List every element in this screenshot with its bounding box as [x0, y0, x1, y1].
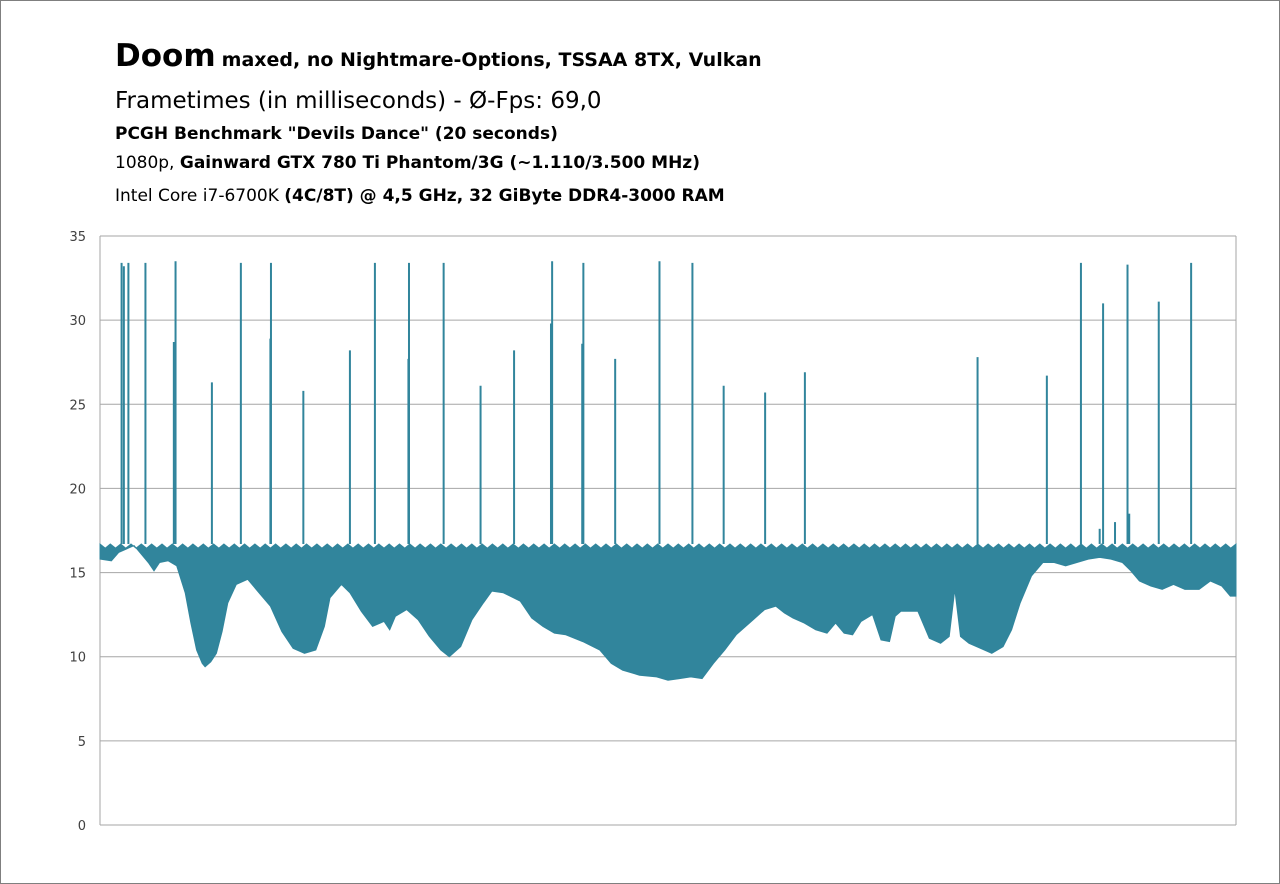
gpu-label-bold: Gainward GTX 780 Ti Phantom/3G (~1.110/3… [179, 153, 700, 173]
y-tick-label-0: 0 [78, 819, 86, 834]
chart-title: Doom maxed, no Nightmare-Options, TSSAA 8… [115, 38, 762, 74]
y-tick-label-35: 35 [69, 230, 86, 245]
chart-subtitle: Frametimes (in milliseconds) - Ø-Fps: 69… [115, 88, 602, 114]
y-tick-label-5: 5 [78, 735, 86, 750]
frametime-band [99, 542, 1237, 681]
y-tick-label-10: 10 [69, 651, 86, 666]
y-tick-label-30: 30 [69, 314, 86, 329]
title-settings: maxed, no Nightmare-Options, TSSAA 8TX, … [221, 49, 762, 71]
benchmark-label: PCGH Benchmark "Devils Dance" (20 second… [115, 124, 558, 144]
y-tick-label-15: 15 [69, 567, 86, 582]
y-tick-label-25: 25 [69, 398, 86, 413]
y-tick-label-20: 20 [69, 482, 86, 497]
gpu-label-plain: 1080p, [115, 153, 180, 173]
cpu-label-bold: (4C/8T) @ 4,5 GHz, 32 GiByte DDR4-3000 R… [284, 186, 725, 206]
cpu-label: Intel Core i7-6700K (4C/8T) @ 4,5 GHz, 3… [115, 186, 725, 206]
gpu-label: 1080p, Gainward GTX 780 Ti Phantom/3G (~… [115, 153, 700, 173]
cpu-label-plain: Intel Core i7-6700K [115, 186, 285, 206]
title-game: Doom [115, 38, 216, 74]
